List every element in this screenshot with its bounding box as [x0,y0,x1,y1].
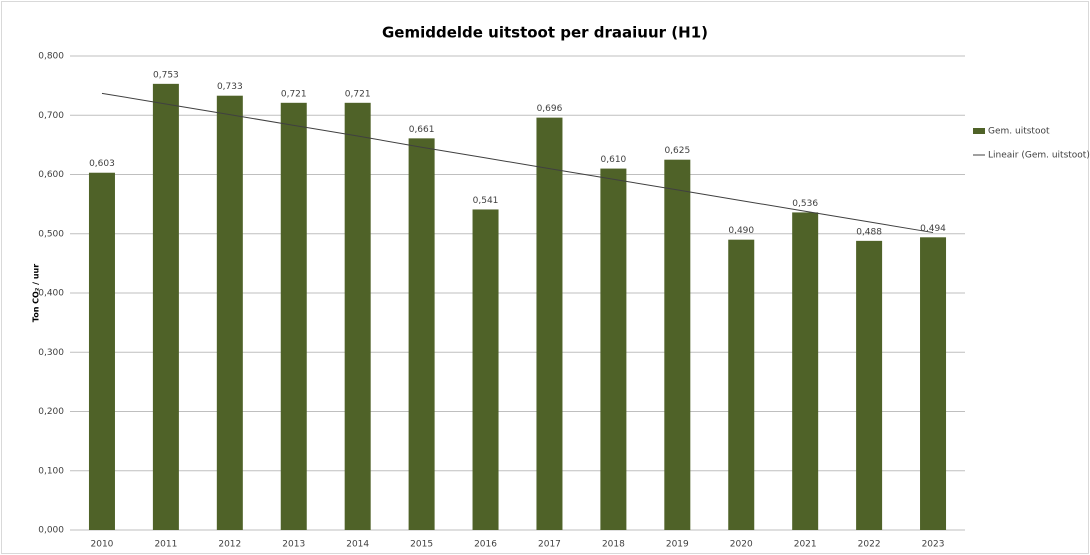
x-tick-label: 2020 [730,540,753,550]
y-axis-title: Ton CO₂ / uur [32,264,41,322]
bar [664,159,691,530]
x-tick-label: 2016 [474,540,497,550]
bar [728,239,755,531]
legend-label: Lineair (Gem. uitstoot) [988,151,1090,161]
bar [792,212,819,531]
data-label: 0,541 [473,196,499,206]
bar [216,95,243,530]
y-tick-label: 0,400 [38,289,64,299]
x-tick-label: 2017 [538,540,561,550]
x-tick-label: 2018 [602,540,625,550]
x-tick-label: 2013 [282,540,305,550]
data-label: 0,721 [345,89,371,99]
x-tick-label: 2011 [154,540,177,550]
x-tick-label: 2023 [922,540,945,550]
bar [472,209,499,530]
bar [152,83,179,530]
bar [344,102,371,531]
bar [88,172,115,530]
data-label: 0,753 [153,70,179,80]
data-label: 0,721 [281,89,307,99]
bar [600,168,627,530]
data-label: 0,488 [856,227,882,237]
data-label: 0,696 [537,104,563,114]
data-label: 0,603 [89,159,115,169]
data-label: 0,733 [217,82,243,92]
bar [856,240,883,531]
data-label: 0,490 [728,226,754,236]
bar [408,138,435,531]
y-tick-label: 0,100 [38,466,64,476]
bar [536,117,563,531]
bar [280,102,307,531]
y-tick-label: 0,600 [38,170,64,180]
y-tick-label: 0,300 [38,348,64,358]
bar [920,237,947,530]
y-tick-label: 0,700 [38,111,64,121]
x-tick-label: 2014 [346,540,369,550]
y-tick-label: 0,200 [38,407,64,417]
trend-line [101,92,934,234]
legend-swatch [973,128,985,134]
chart-title: Gemiddelde uitstoot per draaiuur (H1) [382,24,708,42]
x-tick-label: 2015 [410,540,433,550]
x-tick-label: 2019 [666,540,689,550]
y-tick-label: 0,800 [38,52,64,62]
data-label: 0,610 [601,155,627,165]
x-tick-label: 2012 [218,540,241,550]
legend-label: Gem. uitstoot [988,127,1050,137]
y-tick-label: 0,000 [38,526,64,536]
data-label: 0,625 [664,146,690,156]
x-tick-label: 2022 [858,540,881,550]
x-tick-label: 2021 [794,540,817,550]
data-label: 0,536 [792,199,818,209]
y-tick-label: 0,500 [38,229,64,239]
x-tick-label: 2010 [91,540,114,550]
data-label: 0,661 [409,125,435,135]
data-label: 0,494 [920,224,946,234]
